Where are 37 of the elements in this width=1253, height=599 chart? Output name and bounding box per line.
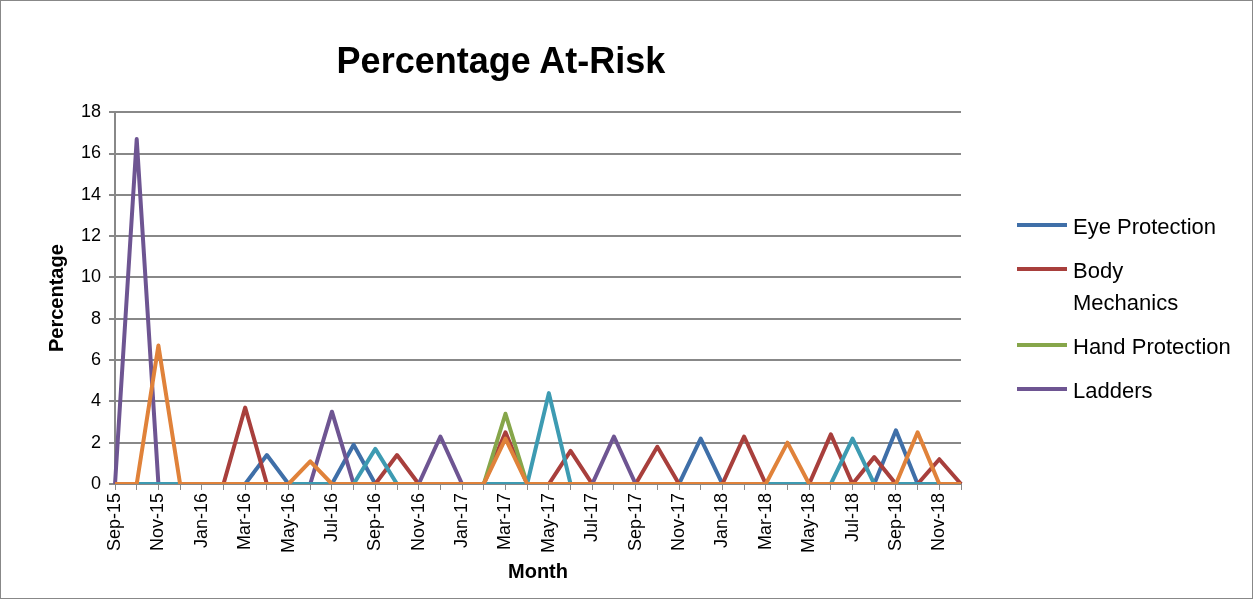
x-tick-label: Sep-15 (103, 492, 124, 552)
x-tick-label: Sep-16 (364, 492, 385, 552)
x-tick-label: Jul-18 (841, 492, 862, 543)
legend-label: Eye Protection (1073, 213, 1218, 241)
y-tick-label: 12 (80, 225, 102, 246)
x-tick-label: May-16 (277, 492, 298, 554)
x-tick-label: Nov-16 (407, 492, 428, 552)
x-tick-label: Jan-16 (190, 492, 211, 549)
x-tick-label: Nov-18 (928, 492, 949, 552)
y-tick-label: 14 (80, 183, 102, 204)
x-tick-label: Mar-17 (494, 492, 515, 550)
chart-title: Percentage At-Risk (336, 39, 667, 81)
x-tick-label: Jan-17 (451, 492, 472, 549)
y-tick-label: 18 (80, 101, 102, 122)
x-tick-label: Nov-17 (667, 492, 688, 552)
y-tick-label: 2 (91, 431, 102, 452)
x-axis-title: Month (508, 559, 568, 582)
y-tick-label: 6 (91, 349, 102, 370)
x-tick-label: May-18 (798, 492, 819, 554)
legend-label: Hand Protection (1073, 333, 1231, 361)
y-tick-label: 16 (80, 142, 102, 163)
y-tick-label: 8 (91, 307, 102, 328)
y-axis-title: Percentage (44, 244, 67, 353)
x-tick-label: Sep-18 (884, 492, 905, 552)
x-tick-label: Nov-15 (147, 492, 168, 552)
y-tick-label: 10 (80, 266, 102, 287)
x-tick-label: May-17 (537, 492, 558, 554)
legend-label: Body Mechanics (1073, 257, 1180, 317)
x-tick-label: Jul-16 (320, 492, 341, 543)
y-tick-label: 0 (91, 472, 102, 493)
x-tick-label: Mar-18 (754, 492, 775, 550)
x-tick-label: Sep-17 (624, 492, 645, 552)
y-tick-label: 4 (91, 390, 102, 411)
legend-label: Ladders (1073, 377, 1154, 405)
x-tick-label: Jan-18 (711, 492, 732, 549)
x-tick-label: Mar-16 (234, 492, 255, 550)
x-tick-label: Jul-17 (581, 492, 602, 543)
